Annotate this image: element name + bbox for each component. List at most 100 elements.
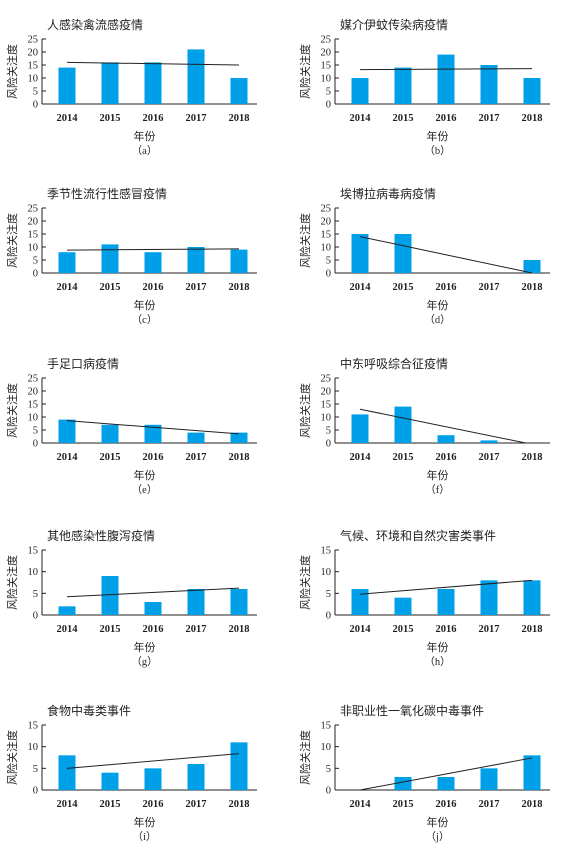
chart-panel: 媒介伊蚊传染病疫情 0 5 10 15 20 25 2014 2015 2016 2017 2018 风… [298, 17, 550, 157]
bar [58, 252, 76, 273]
bar [101, 576, 119, 615]
x-tick-label: 2016 [143, 452, 164, 463]
bar [230, 432, 248, 443]
bar [523, 78, 541, 104]
bar [144, 424, 162, 443]
x-tick-label: 2016 [436, 799, 457, 810]
bar [230, 742, 248, 790]
panel-caption: （h） [424, 656, 450, 668]
y-tick-label: 25 [28, 374, 39, 385]
y-tick-label: 5 [326, 764, 331, 775]
chart-panel: 非职业性一氧化碳中毒事件 0 5 10 15 2014 2015 2016 2017 2018 风险… [298, 703, 550, 843]
x-tick-label: 2015 [393, 452, 414, 463]
x-tick-label: 2016 [436, 282, 457, 293]
y-tick-label: 20 [321, 48, 332, 59]
panel-caption: （e） [132, 484, 158, 496]
chart-title: 非职业性一氧化碳中毒事件 [340, 703, 484, 718]
x-tick-label: 2015 [393, 799, 414, 810]
x-tick-label: 2016 [143, 113, 164, 124]
bar [144, 602, 162, 615]
y-tick-label: 5 [33, 589, 38, 600]
trend-line [359, 236, 533, 274]
x-tick-label: 2018 [522, 799, 543, 810]
y-tick-label: 10 [321, 567, 332, 578]
y-tick-label: 10 [28, 413, 39, 424]
x-tick-label: 2015 [393, 624, 414, 635]
y-tick-label: 5 [33, 256, 38, 267]
bar [187, 764, 205, 790]
y-axis-label: 风险关注度 [5, 555, 19, 610]
bar [101, 244, 119, 273]
y-tick-label: 5 [326, 87, 331, 98]
y-tick-label: 0 [33, 269, 38, 280]
y-axis-label: 风险关注度 [298, 213, 312, 268]
y-tick-label: 10 [28, 567, 39, 578]
chart-title: 埃博拉病毒病疫情 [340, 186, 436, 201]
y-tick-label: 5 [326, 589, 331, 600]
chart-title: 其他感染性腹泻疫情 [47, 528, 155, 543]
y-tick-label: 15 [28, 230, 39, 241]
panel-caption: （g） [131, 656, 157, 668]
chart-title: 人感染禽流感疫情 [47, 17, 143, 32]
y-axis-label: 风险关注度 [5, 730, 19, 785]
trend-line [359, 68, 533, 71]
x-axis-label: 年份 [134, 815, 156, 829]
y-axis-label: 风险关注度 [5, 44, 19, 99]
y-tick-label: 10 [321, 243, 332, 254]
x-tick-label: 2015 [100, 452, 121, 463]
x-tick-label: 2018 [229, 452, 250, 463]
y-tick-label: 25 [28, 35, 39, 46]
bar [480, 440, 498, 443]
trend-line [66, 61, 240, 66]
x-tick-label: 2017 [479, 282, 500, 293]
x-axis-label: 年份 [427, 298, 449, 312]
chart-title: 食物中毒类事件 [47, 703, 131, 718]
x-tick-label: 2016 [143, 799, 164, 810]
chart-title: 媒介伊蚊传染病疫情 [340, 17, 448, 32]
x-tick-label: 2016 [143, 282, 164, 293]
x-tick-label: 2015 [100, 799, 121, 810]
y-tick-label: 5 [33, 426, 38, 437]
chart-panel: 食物中毒类事件 0 5 10 15 2014 2015 2016 2017 2018 风险关注度年份… [5, 703, 257, 843]
bar [351, 234, 369, 273]
chart-panel: 其他感染性腹泻疫情 0 5 10 15 2014 2015 2016 2017 2018 风险关注度… [5, 528, 257, 668]
x-tick-label: 2015 [393, 113, 414, 124]
y-tick-label: 20 [28, 217, 39, 228]
bar [144, 62, 162, 104]
bar [187, 589, 205, 615]
x-tick-label: 2018 [522, 282, 543, 293]
y-tick-label: 15 [321, 546, 332, 557]
x-tick-label: 2015 [100, 624, 121, 635]
y-tick-label: 15 [28, 721, 39, 732]
panel-caption: （d） [424, 314, 450, 326]
x-axis-label: 年份 [427, 129, 449, 143]
panel-caption: （a） [132, 145, 158, 157]
y-tick-label: 15 [321, 61, 332, 72]
bar [523, 260, 541, 273]
bar [394, 67, 412, 104]
bar [523, 755, 541, 790]
x-axis-label: 年份 [427, 640, 449, 654]
y-axis-label: 风险关注度 [298, 383, 312, 438]
trend-line [359, 408, 526, 444]
x-tick-label: 2014 [57, 282, 79, 293]
y-tick-label: 0 [33, 611, 38, 622]
x-tick-label: 2018 [229, 282, 250, 293]
y-tick-label: 0 [326, 439, 331, 450]
x-tick-label: 2014 [350, 624, 372, 635]
y-axis-label: 风险关注度 [5, 213, 19, 268]
x-tick-label: 2017 [186, 799, 207, 810]
x-tick-label: 2014 [57, 624, 79, 635]
y-tick-label: 10 [321, 742, 332, 753]
bar [394, 234, 412, 273]
x-tick-label: 2018 [229, 624, 250, 635]
bar [437, 589, 455, 615]
y-tick-label: 5 [326, 426, 331, 437]
x-tick-label: 2016 [143, 624, 164, 635]
x-tick-label: 2017 [479, 113, 500, 124]
bar [187, 247, 205, 273]
bar [480, 580, 498, 615]
y-tick-label: 10 [321, 413, 332, 424]
x-axis-label: 年份 [134, 468, 156, 482]
